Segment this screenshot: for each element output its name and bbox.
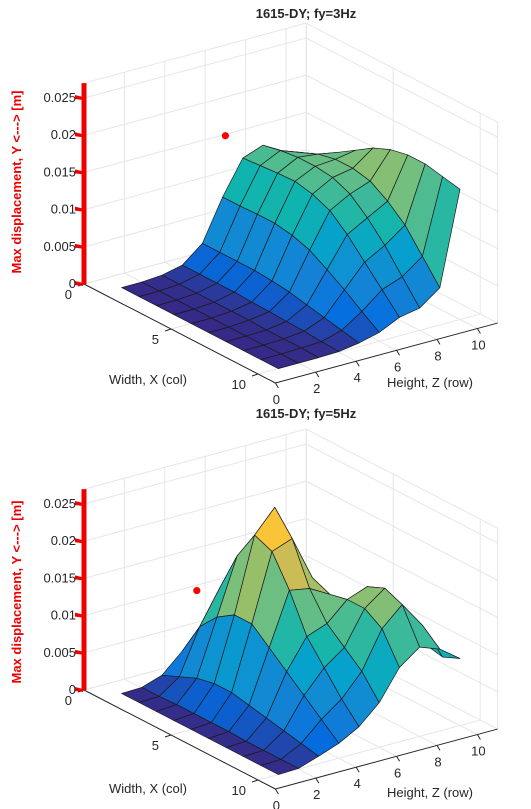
y-tick-label: 8: [434, 348, 441, 363]
chart-fy-5hz: 1615-DY; fy=5Hz 0 5 10 0 2 4 6 8 10 0 0.005 0.01 0.0…: [9, 406, 499, 809]
z-tick-mark: [75, 206, 83, 212]
y-tick-label: 0: [273, 798, 280, 809]
y-tick-label: 0: [273, 392, 280, 407]
chart-title: 1615-DY; fy=5Hz: [256, 406, 357, 421]
z-tick-label: 0: [69, 276, 76, 291]
x-axis-line: [83, 283, 276, 384]
max-point-marker: [193, 586, 201, 595]
y-axis-line: [275, 728, 498, 790]
surface-patch: [260, 759, 299, 775]
z-tick-mark: [75, 501, 83, 506]
z-tick-label: 0.01: [51, 202, 76, 217]
y-tick-mark: [396, 350, 401, 356]
y-tick-label: 4: [354, 370, 361, 385]
z-tick-label: 0.015: [43, 570, 76, 585]
grid-line: [305, 443, 498, 544]
x-tick-label: 5: [152, 738, 159, 753]
z-tick-mark: [75, 95, 83, 100]
z-tick-label: 0.005: [43, 645, 76, 660]
y-tick-label: 2: [313, 381, 320, 396]
z-tick-mark: [75, 281, 83, 286]
x-tick-mark: [251, 373, 259, 377]
box-edge: [305, 22, 498, 123]
grid-line: [83, 74, 307, 136]
surface-patch: [260, 353, 299, 369]
y-tick-mark: [436, 339, 441, 345]
y-tick-label: 6: [394, 359, 401, 374]
z-tick-mark: [75, 575, 83, 581]
grid-line: [305, 480, 498, 581]
surface: [121, 132, 461, 369]
grid-line: [83, 480, 307, 542]
y-axis-label: Height, Z (row): [387, 785, 473, 800]
chart-fy-3hz: 1615-DY; fy=3Hz 0 5 10 0 2 4 6 8 10 0 0.005 0.01 0.0…: [9, 6, 499, 407]
x-axis-label: Width, X (col): [109, 372, 187, 387]
grid-line: [83, 111, 307, 173]
z-tick-mark: [75, 612, 83, 618]
y-tick-label: 4: [354, 776, 361, 791]
y-tick-mark: [355, 766, 360, 773]
y-tick-mark: [315, 777, 320, 784]
z-tick-mark: [75, 132, 83, 138]
z-tick-label: 0: [69, 682, 76, 697]
surface: [121, 506, 461, 775]
x-tick-label: 0: [65, 693, 72, 708]
y-tick-label: 8: [434, 754, 441, 769]
z-tick-mark: [75, 243, 83, 249]
grid-line: [83, 37, 307, 99]
grid-line: [83, 443, 307, 505]
z-axis-label: Max displacement, Y <---> [m]: [9, 90, 24, 273]
x-tick-label: 0: [65, 287, 72, 302]
y-tick-mark: [355, 360, 360, 367]
x-tick-mark: [251, 779, 259, 783]
y-tick-mark: [476, 328, 481, 334]
z-axis-label: Max displacement, Y <---> [m]: [9, 500, 24, 683]
z-tick-label: 0.015: [43, 164, 76, 179]
z-tick-label: 0.02: [51, 127, 76, 142]
x-axis-label: Width, X (col): [109, 781, 187, 796]
z-tick-mark: [75, 649, 83, 655]
max-point-marker: [221, 132, 229, 140]
box-edge: [83, 428, 307, 490]
z-tick-mark: [75, 169, 83, 175]
grid-line: [305, 37, 498, 138]
y-tick-mark: [396, 756, 401, 762]
y-tick-mark: [274, 788, 279, 795]
grid-line: [305, 518, 498, 618]
y-tick-label: 6: [394, 765, 401, 780]
y-axis-label: Height, Z (row): [387, 375, 473, 390]
z-tick-mark: [75, 538, 83, 544]
y-axis-line: [275, 322, 498, 384]
z-tick-label: 0.025: [43, 90, 76, 105]
y-tick-mark: [274, 382, 279, 389]
x-tick-label: 5: [152, 332, 159, 347]
x-axis-line: [83, 689, 276, 790]
z-tick-label: 0.01: [51, 608, 76, 623]
y-tick-label: 10: [471, 338, 485, 353]
z-tick-label: 0.025: [43, 496, 76, 511]
grid-line: [257, 719, 481, 781]
x-tick-mark: [164, 734, 172, 738]
y-tick-mark: [315, 371, 320, 378]
y-tick-mark: [436, 745, 441, 751]
z-tick-mark: [75, 687, 83, 692]
y-tick-label: 10: [471, 744, 485, 759]
box-edge: [83, 22, 307, 84]
box-edge: [305, 428, 498, 529]
z-tick-label: 0.005: [43, 239, 76, 254]
x-tick-label: 10: [232, 377, 246, 392]
y-tick-label: 2: [313, 787, 320, 802]
x-tick-label: 10: [232, 783, 246, 798]
x-tick-mark: [164, 328, 172, 332]
chart-title: 1615-DY; fy=3Hz: [256, 6, 357, 21]
z-tick-label: 0.02: [51, 533, 76, 548]
grid-line: [305, 74, 498, 175]
y-tick-mark: [476, 734, 481, 740]
